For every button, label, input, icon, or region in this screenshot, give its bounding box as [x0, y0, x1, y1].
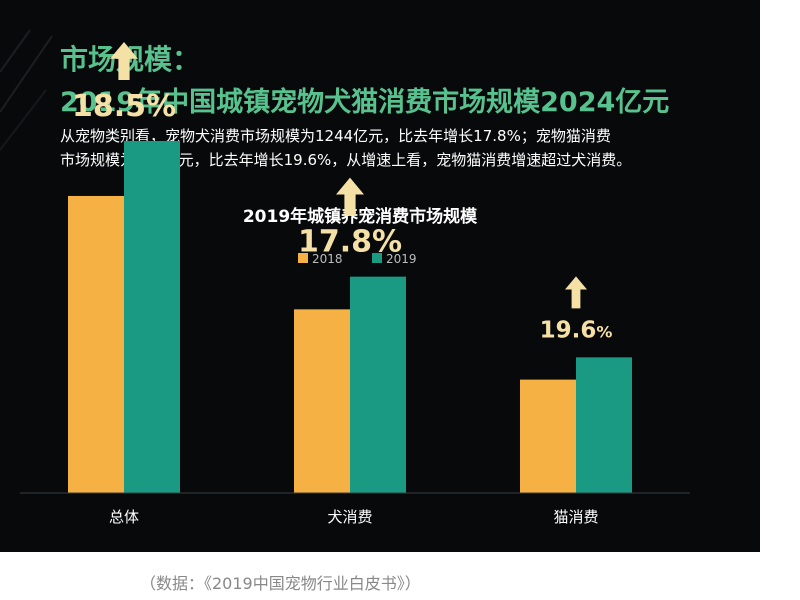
- up-arrow-icon: [336, 177, 364, 216]
- legend-swatch-2018: [298, 253, 308, 263]
- growth-label: 17.8%: [298, 225, 402, 260]
- bar-2019-犬消费: [350, 276, 406, 493]
- section-title: 市场规模：: [60, 43, 201, 76]
- growth-label: 18.5%: [72, 89, 176, 124]
- chart-title: 2019年城镇养宠消费市场规模: [243, 206, 478, 227]
- bar-2018-总体: [68, 195, 124, 493]
- description-line: 市场规模为780亿元，比去年增长19.6%，从增速上看，宠物猫消费增速超过犬消费…: [60, 151, 632, 169]
- category-label: 猫消费: [553, 508, 598, 526]
- category-label: 总体: [109, 508, 139, 526]
- bar-2018-犬消费: [294, 309, 350, 493]
- category-label: 犬消费: [327, 508, 372, 526]
- bar-2019-猫消费: [576, 357, 632, 493]
- background-decoration: [0, 29, 53, 151]
- source-caption: （数据：《2019中国宠物行业白皮书》）: [140, 574, 421, 593]
- bar-chart: 2019年城镇养宠消费市场规模 2018 2019 总体 18.5% 犬消费 17.8%…: [20, 42, 690, 526]
- bars-group: 总体 18.5% 犬消费 17.8% 猫消费 19.6%: [68, 42, 632, 526]
- bar-2018-猫消费: [520, 379, 576, 493]
- legend-label-2018: 2018: [312, 252, 343, 266]
- infographic-panel: 市场规模： 2019年中国城镇宠物犬猫消费市场规模2024亿元 从宠物类别看，宠…: [0, 0, 760, 552]
- growth-label: 19.6%: [540, 317, 613, 343]
- description-line: 从宠物类别看，宠物犬消费市场规模为1244亿元，比去年增长17.8%；宠物猫消费: [60, 127, 611, 145]
- legend-label-2019: 2019: [386, 252, 417, 266]
- bar-2019-总体: [124, 141, 180, 493]
- description: 从宠物类别看，宠物犬消费市场规模为1244亿元，比去年增长17.8%；宠物猫消费…: [60, 124, 750, 172]
- up-arrow-icon: [110, 42, 138, 80]
- legend-swatch-2019: [372, 253, 382, 263]
- up-arrow-icon: [565, 276, 587, 309]
- headline: 2019年中国城镇宠物犬猫消费市场规模2024亿元: [60, 87, 670, 118]
- legend: 2018 2019: [298, 252, 417, 266]
